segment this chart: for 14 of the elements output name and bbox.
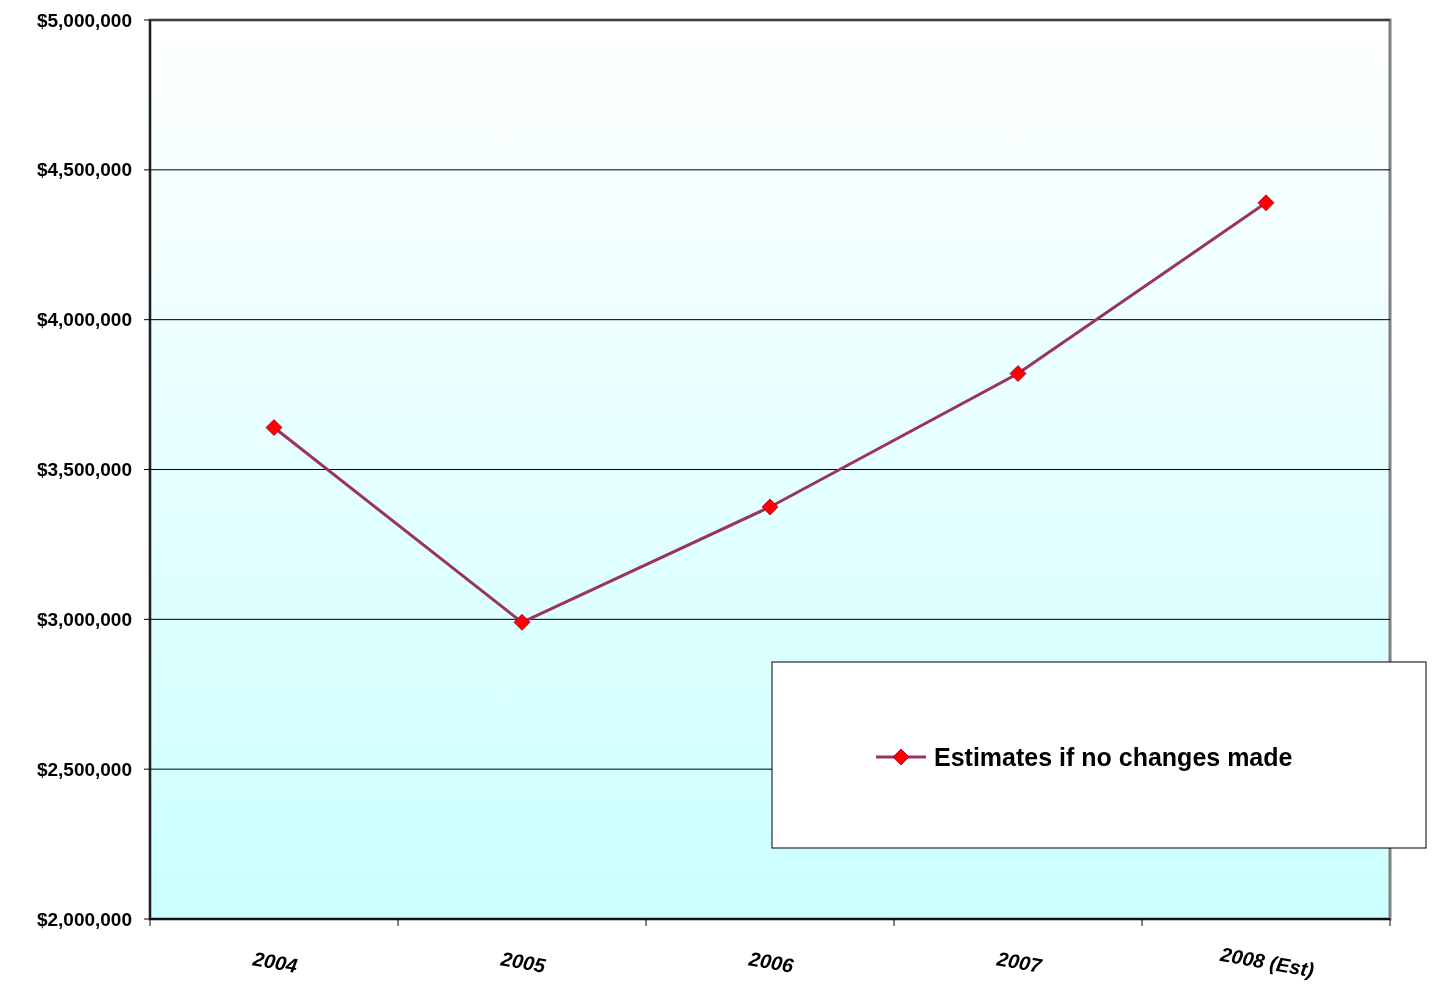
y-tick-label: $5,000,000	[36, 9, 132, 31]
y-tick-label: $4,000,000	[36, 309, 132, 331]
y-tick-label: $3,000,000	[36, 608, 132, 630]
legend-box: Estimates if no changes made	[771, 661, 1427, 849]
y-tick-label: $3,500,000	[36, 459, 132, 481]
x-tick-label: 2004	[250, 947, 300, 977]
y-tick-label: $2,000,000	[36, 908, 132, 930]
x-tick-label: 2005	[498, 947, 548, 977]
x-tick-label: 2008 (Est)	[1217, 942, 1316, 982]
y-tick-label: $2,500,000	[36, 758, 132, 780]
legend-label: Estimates if no changes made	[934, 742, 1293, 771]
x-tick-label: 2007	[994, 947, 1044, 977]
x-tick-label: 2006	[746, 947, 796, 977]
y-tick-label: $4,500,000	[36, 159, 132, 181]
